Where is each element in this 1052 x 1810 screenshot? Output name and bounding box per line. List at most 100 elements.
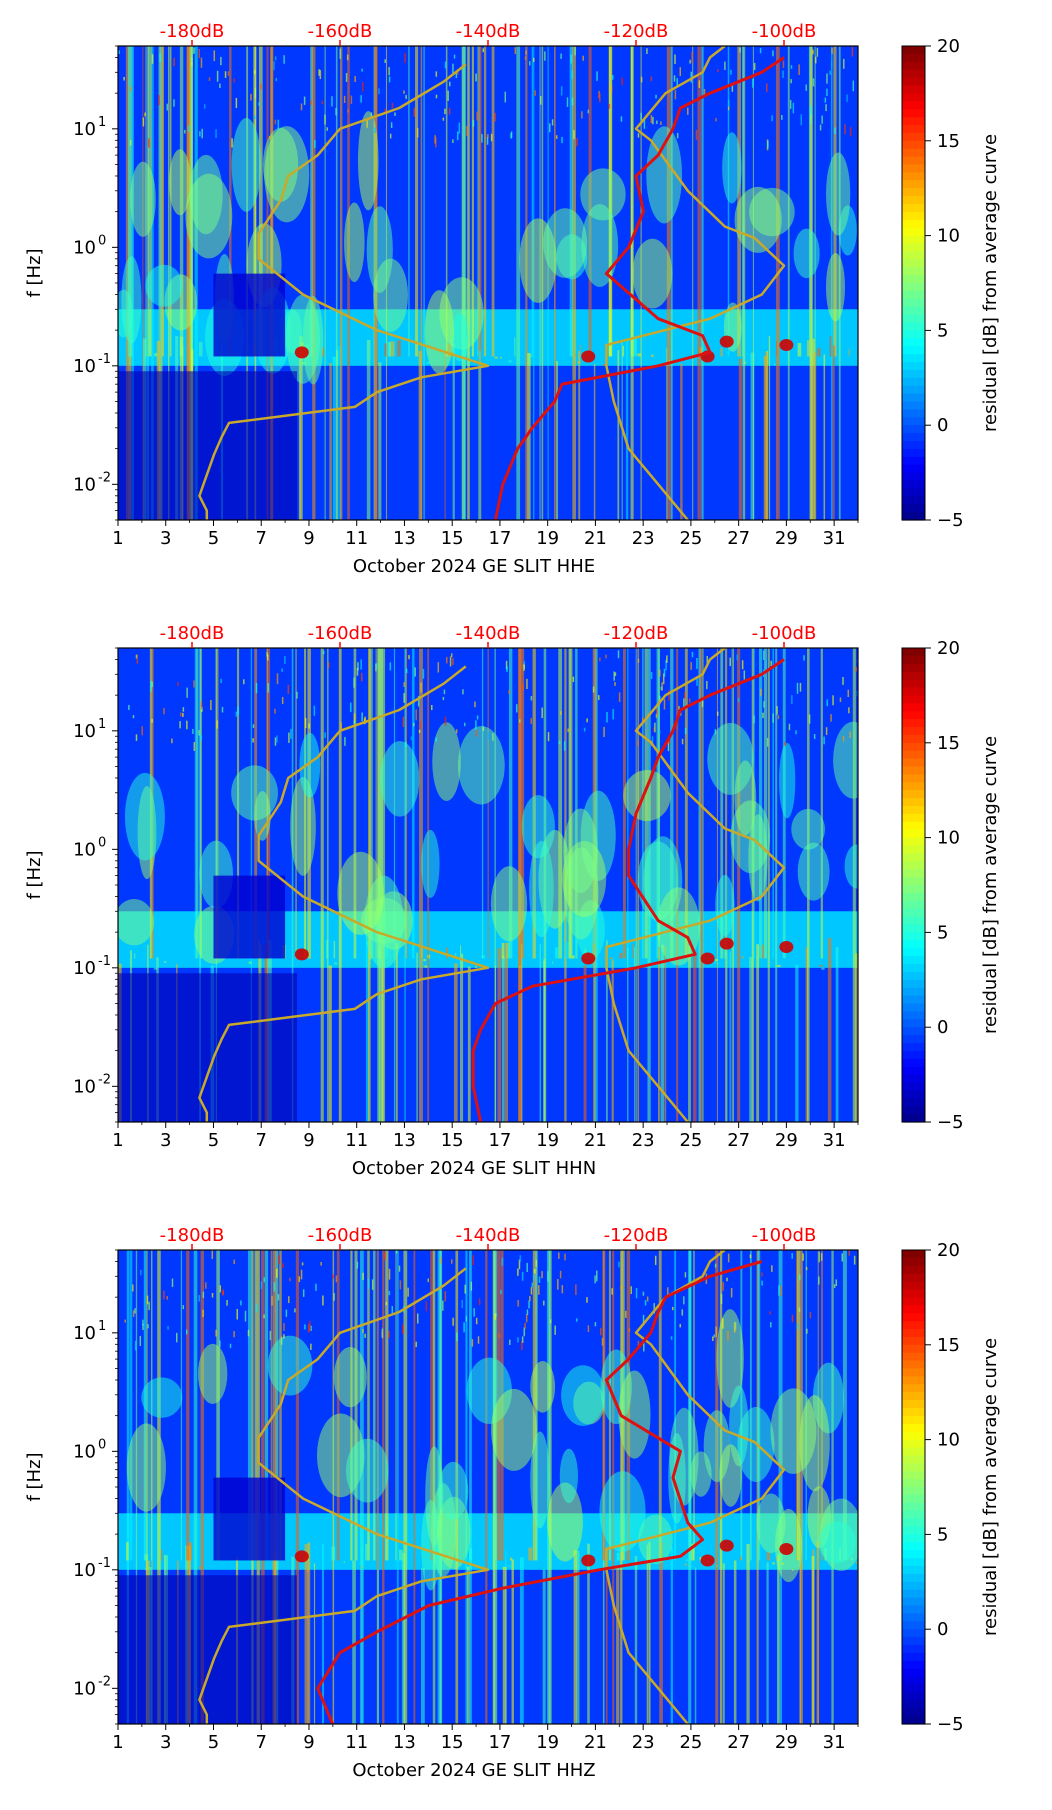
hf-noise [501, 1257, 504, 1266]
event-streak [180, 1250, 183, 1561]
colorbar-segment [902, 251, 925, 260]
x-axis-label: October 2024 GE SLIT HHN [352, 1158, 596, 1179]
top-tick-label: -160dB [308, 21, 373, 42]
event-streak [507, 1565, 512, 1568]
hf-noise [733, 1322, 736, 1333]
hf-noise [695, 129, 698, 140]
hf-noise [269, 1330, 272, 1341]
colorbar-segment [902, 671, 925, 681]
hf-noise [324, 732, 326, 738]
hf-noise [276, 673, 279, 685]
event-streak [258, 46, 263, 357]
hf-noise [475, 720, 477, 730]
colorbar-segment [902, 1074, 925, 1084]
event-streak [142, 46, 144, 520]
hf-noise [166, 1296, 168, 1300]
event-streak [772, 1562, 775, 1565]
hf-noise [658, 695, 661, 705]
hf-noise [388, 76, 391, 83]
hf-noise [795, 730, 797, 735]
energy-blob [561, 1365, 605, 1426]
event-streak [216, 1250, 219, 1561]
hf-noise [385, 1301, 388, 1306]
event-streak [384, 343, 387, 357]
colorbar-segment [902, 1479, 925, 1488]
hf-noise [271, 1295, 273, 1306]
hf-noise [303, 96, 306, 105]
hf-noise [461, 1299, 463, 1309]
event-streak [756, 944, 760, 1122]
hf-noise [560, 711, 562, 715]
x-tick-label: 31 [823, 528, 846, 549]
hf-noise [129, 86, 132, 92]
hf-noise [384, 1251, 386, 1261]
colorbar-segment [902, 211, 925, 221]
event-streak [799, 1250, 803, 1724]
hf-noise [331, 96, 333, 107]
hf-noise [630, 1286, 632, 1295]
event-streak [726, 943, 728, 1122]
hf-noise [849, 731, 851, 739]
hf-noise [563, 741, 566, 751]
colorbar-segment [902, 1019, 925, 1028]
event-streak [575, 354, 577, 357]
hf-noise [487, 134, 489, 139]
event-streak [658, 946, 660, 1122]
hf-noise [687, 107, 689, 115]
hf-noise [389, 133, 392, 139]
energy-blob [141, 1377, 183, 1418]
hf-noise [730, 69, 732, 75]
hf-noise [665, 659, 667, 671]
hf-noise [339, 48, 341, 59]
event-streak [583, 965, 587, 1122]
hf-noise [825, 104, 827, 112]
hf-noise [643, 1342, 645, 1352]
colorbar-frame [901, 45, 926, 521]
hf-noise [684, 692, 687, 699]
hot-spot [294, 948, 309, 961]
hf-noise [444, 1291, 447, 1302]
hf-noise [360, 95, 362, 103]
energy-blob [264, 126, 310, 223]
energy-blob [118, 289, 133, 338]
quiet-region [213, 875, 286, 959]
hf-noise [140, 1269, 142, 1276]
hf-noise [802, 1253, 804, 1261]
hf-noise [761, 1272, 763, 1277]
hf-noise [367, 1278, 370, 1289]
colorbar-segment [902, 687, 925, 696]
hf-noise [267, 683, 270, 693]
hf-noise [490, 133, 493, 142]
hf-noise [159, 53, 161, 62]
event-streak [430, 1250, 435, 1561]
hf-noise [530, 1287, 533, 1295]
event-streak [189, 1542, 192, 1561]
hf-noise [689, 698, 691, 703]
hf-noise [574, 47, 576, 56]
colorbar-segment [902, 1003, 925, 1012]
hf-noise [519, 1255, 522, 1262]
hf-noise [240, 1300, 242, 1306]
event-streak [444, 350, 446, 520]
event-streak [336, 1250, 340, 1561]
hf-noise [698, 80, 701, 88]
energy-blob [286, 294, 321, 384]
x-tick-label: 25 [679, 1130, 702, 1151]
hf-noise [216, 70, 219, 82]
event-streak [684, 1563, 687, 1566]
event-streak [367, 1250, 370, 1561]
event-streak [738, 358, 743, 520]
hf-noise [543, 1300, 545, 1306]
hf-noise [308, 723, 310, 729]
hf-noise [766, 83, 768, 93]
event-streak [611, 959, 614, 1122]
hf-noise [521, 1271, 524, 1281]
hf-noise [470, 1281, 473, 1291]
energy-blob [547, 1482, 583, 1562]
hf-noise [582, 55, 584, 61]
hf-noise [736, 654, 738, 661]
hf-noise [179, 721, 181, 729]
hf-noise [384, 59, 386, 64]
event-streak [481, 955, 485, 959]
hf-noise [618, 692, 621, 702]
